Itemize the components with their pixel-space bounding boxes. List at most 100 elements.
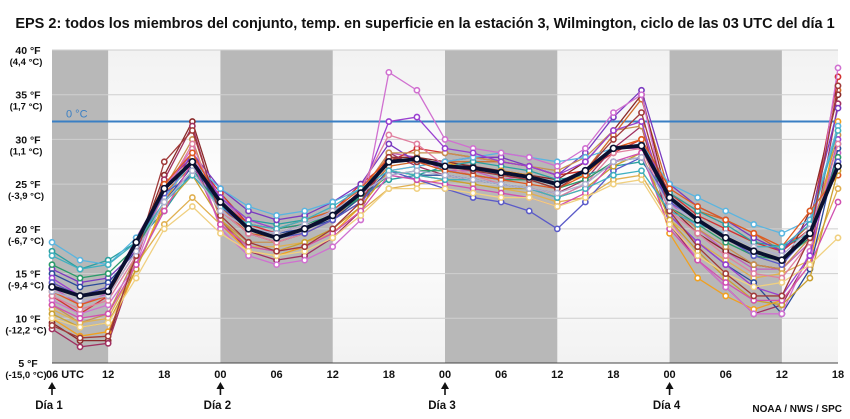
data-point [553,180,562,188]
data-point [553,162,561,170]
data-point [441,171,449,179]
day-arrow-head [441,382,449,389]
ensemble-member [48,64,842,318]
data-point [638,91,645,99]
data-point [610,158,617,166]
data-point [610,171,617,179]
freezing-line-label: 0 °C [66,109,88,121]
data-point [694,229,702,237]
data-point [160,225,168,233]
data-point [553,203,561,210]
data-point [834,127,842,134]
data-point [666,203,673,210]
data-point [834,162,842,171]
data-point [525,153,533,161]
data-point [244,225,253,233]
y-tick-celsius-label: (-12,2 °C) [5,325,46,336]
data-point [48,238,56,246]
day-label: Día 2 [204,400,232,412]
x-tick-label: 18 [383,369,395,381]
data-point [132,274,140,282]
data-point [722,207,730,215]
data-point [610,136,617,143]
data-point [104,339,112,347]
data-point [413,149,421,157]
data-point [610,109,617,116]
x-tick-label: 12 [776,369,788,381]
data-point [581,180,589,188]
data-point [497,180,505,188]
data-point [413,185,421,193]
data-point [413,155,421,163]
data-point [104,287,112,296]
x-tick-label: 00 [439,369,451,381]
data-point [694,194,702,201]
data-point [778,310,786,318]
data-point [553,171,561,179]
y-tick-label: 5 °F [18,358,38,370]
x-tick-label: 18 [607,369,619,381]
data-point [356,189,365,197]
data-point [694,252,702,260]
data-point [217,185,224,193]
day-arrow-head [48,382,56,389]
data-point [441,144,449,152]
data-point [273,212,280,219]
data-point [469,164,477,172]
data-point [638,167,645,175]
data-point [581,166,590,175]
data-point [385,118,393,125]
x-tick-label: 06 [495,369,507,381]
data-point [497,158,505,166]
data-point [413,113,421,121]
y-tick-label: 25 °F [15,179,41,191]
day-arrow-head [216,382,225,389]
x-tick-label: 12 [551,369,563,381]
data-point [48,252,56,260]
ensemble-member [48,176,842,331]
data-point [722,261,730,269]
y-tick-celsius-label: (-9,4 °C) [8,281,44,292]
data-point [778,256,786,264]
data-point [553,189,561,197]
data-point [806,252,814,260]
chart-title: EPS 2: todos los miembros del conjunto, … [15,16,835,32]
data-point [666,220,673,228]
day-marker: Día 3 [428,382,456,412]
data-point [188,194,196,201]
data-point [525,194,533,201]
data-point [638,136,645,143]
x-tick-label: 18 [158,369,170,381]
data-point [273,261,280,269]
data-point [188,167,196,175]
data-point [385,140,393,148]
data-point [385,68,393,76]
data-point [722,279,730,286]
y-tick-label: 35 °F [15,90,41,102]
data-point [665,193,674,202]
data-point [806,274,814,282]
data-point [525,207,533,215]
data-point [329,243,337,251]
day-arrow-head [665,382,674,389]
data-point [48,261,56,269]
data-point [160,184,169,193]
data-point [666,185,673,193]
data-point [76,323,84,331]
y-tick-celsius-label: (1,1 °C) [10,146,43,157]
data-point [750,270,758,277]
day-marker: Día 2 [204,382,232,412]
data-point [721,234,730,242]
data-point [48,283,56,291]
data-point [693,216,702,224]
y-tick-label: 10 °F [15,313,41,325]
data-point [722,292,730,300]
data-point [750,310,758,318]
data-point [48,322,56,329]
day-label: Día 3 [428,400,456,412]
data-point [750,283,758,291]
y-tick-celsius-label: (-3,9 °C) [8,191,44,202]
data-point [610,180,617,188]
credit-label: NOAA / NWS / SPC [752,404,842,415]
x-tick-label: 06 UTC [46,369,84,381]
